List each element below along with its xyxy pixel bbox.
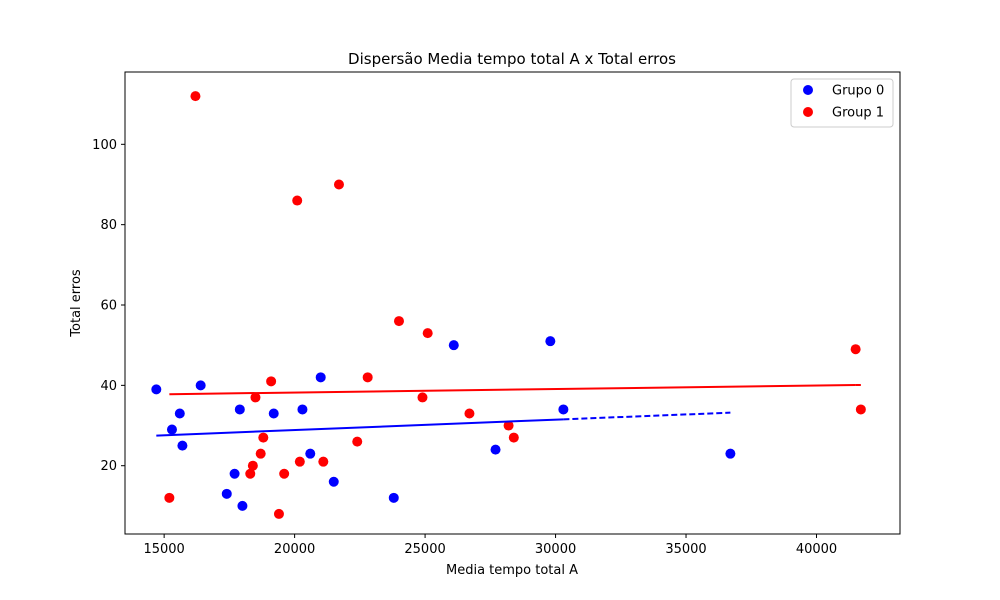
group-1-point-13 bbox=[333, 179, 344, 190]
y-tick-label: 60 bbox=[100, 299, 117, 314]
grupo-0-point-12 bbox=[315, 372, 326, 383]
grupo-0-point-8 bbox=[237, 500, 248, 511]
grupo-0-point-18 bbox=[558, 404, 569, 415]
grupo-0-point-19 bbox=[725, 448, 736, 459]
grupo-0-point-17 bbox=[545, 336, 556, 347]
group-1-point-4 bbox=[250, 392, 261, 403]
group-1-point-22 bbox=[850, 344, 861, 355]
x-axis: 15000 20000 25000 30000 35000 40000 bbox=[143, 534, 837, 557]
group-1-point-3 bbox=[247, 460, 258, 471]
y-tick-label: 20 bbox=[100, 459, 117, 474]
grupo-0-point-6 bbox=[229, 468, 240, 479]
grupo-0-point-10 bbox=[297, 404, 308, 415]
group-1-point-16 bbox=[393, 316, 404, 327]
x-tick-label: 30000 bbox=[535, 542, 576, 557]
legend-label-group-1: Group 1 bbox=[832, 106, 884, 121]
grupo-0-point-1 bbox=[166, 424, 177, 435]
chart-title: Dispersão Media tempo total A x Total er… bbox=[348, 50, 676, 68]
plot-frame bbox=[124, 71, 901, 535]
grupo-0-point-2 bbox=[174, 408, 185, 419]
legend-label-grupo-0: Grupo 0 bbox=[832, 84, 884, 99]
legend-marker-group-1 bbox=[803, 107, 813, 117]
grupo-0-trend-line bbox=[156, 418, 564, 437]
grupo-0-point-16 bbox=[490, 444, 501, 455]
y-axis-label: Total erros bbox=[69, 269, 84, 338]
group-1-point-10 bbox=[292, 195, 303, 206]
grupo-0-trend-line-dashed bbox=[563, 411, 731, 421]
group-1-point-15 bbox=[362, 372, 373, 383]
group-1-point-23 bbox=[855, 404, 866, 415]
group-1-point-8 bbox=[273, 508, 284, 519]
x-tick-label: 20000 bbox=[274, 542, 315, 557]
group-1-point-0 bbox=[164, 492, 175, 503]
group-1-point-19 bbox=[464, 408, 475, 419]
group-1-point-5 bbox=[255, 448, 266, 459]
x-tick-label: 40000 bbox=[796, 542, 837, 557]
grupo-0-point-5 bbox=[221, 488, 232, 499]
x-tick-label: 15000 bbox=[143, 542, 184, 557]
grupo-0-point-7 bbox=[234, 404, 245, 415]
group-1-point-17 bbox=[417, 392, 428, 403]
group-1-point-11 bbox=[294, 456, 305, 467]
group-1-point-21 bbox=[508, 432, 519, 443]
grupo-0-point-15 bbox=[448, 340, 459, 351]
group-1-point-12 bbox=[318, 456, 329, 467]
group-1-point-20 bbox=[503, 420, 514, 431]
grupo-0-point-11 bbox=[305, 448, 316, 459]
y-tick-label: 40 bbox=[100, 379, 117, 394]
legend-marker-grupo-0 bbox=[803, 85, 813, 95]
legend: Grupo 0 Group 1 bbox=[790, 78, 894, 128]
legend-box bbox=[790, 78, 894, 128]
group-1-point-1 bbox=[190, 91, 201, 102]
grupo-0-point-13 bbox=[328, 476, 339, 487]
x-tick-label: 35000 bbox=[665, 542, 706, 557]
grupo-0-point-14 bbox=[388, 492, 399, 503]
x-axis-label: Media tempo total A bbox=[446, 563, 578, 578]
plot-area bbox=[151, 91, 866, 519]
group-1-point-9 bbox=[279, 468, 290, 479]
group-1-trend-line bbox=[169, 384, 856, 396]
grupo-0-point-4 bbox=[195, 380, 206, 391]
grupo-0-point-0 bbox=[151, 384, 162, 395]
y-tick-label: 80 bbox=[100, 218, 117, 233]
group-1-point-2 bbox=[245, 468, 256, 479]
x-tick-label: 25000 bbox=[404, 542, 445, 557]
y-tick-label: 100 bbox=[92, 138, 117, 153]
group-1-point-14 bbox=[352, 436, 363, 447]
grupo-0-point-9 bbox=[268, 408, 279, 419]
group-1-point-7 bbox=[266, 376, 277, 387]
group-1-point-6 bbox=[258, 432, 269, 443]
group-1-point-18 bbox=[422, 328, 433, 339]
y-axis: 20 40 60 80 100 bbox=[92, 138, 125, 474]
grupo-0-point-3 bbox=[177, 440, 188, 451]
